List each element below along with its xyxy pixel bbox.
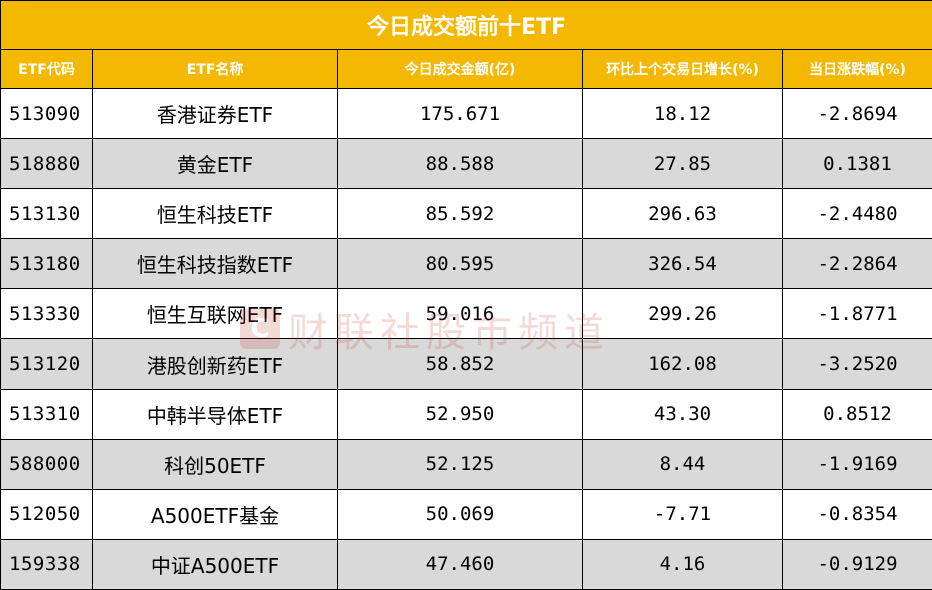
etf-name-cell: 恒生科技指数ETF (92, 238, 338, 290)
growth-cell: 43.30 (582, 388, 783, 440)
table-row: 513310 中韩半导体ETF 52.950 43.30 0.8512 (0, 388, 932, 440)
turnover-cell: 50.069 (337, 488, 583, 540)
etf-name-cell: 中韩半导体ETF (92, 388, 338, 440)
change-cell: -0.8354 (782, 488, 932, 540)
etf-code-cell: 588000 (0, 438, 93, 490)
etf-code-cell: 513130 (0, 188, 93, 240)
turnover-cell: 88.588 (337, 138, 583, 190)
growth-cell: 27.85 (582, 138, 783, 190)
change-cell: -0.9129 (782, 538, 932, 590)
header-growth: 环比上个交易日增长(%) (582, 49, 783, 89)
table-row: 512050 A500ETF基金 50.069 -7.71 -0.8354 (0, 488, 932, 540)
change-cell: -1.8771 (782, 288, 932, 340)
table-row: 513090 香港证券ETF 175.671 18.12 -2.8694 (0, 87, 932, 140)
etf-name-cell: 香港证券ETF (92, 87, 338, 140)
etf-name-cell: 黄金ETF (92, 138, 338, 190)
table-row: 513130 恒生科技ETF 85.592 296.63 -2.4480 (0, 188, 932, 240)
etf-code-cell: 512050 (0, 488, 93, 540)
etf-code-cell: 513310 (0, 388, 93, 440)
turnover-cell: 85.592 (337, 188, 583, 240)
change-cell: -1.9169 (782, 438, 932, 490)
change-cell: -3.2520 (782, 338, 932, 390)
table-row: 159338 中证A500ETF 47.460 4.16 -0.9129 (0, 538, 932, 590)
header-turnover: 今日成交金额(亿) (337, 49, 583, 89)
growth-cell: -7.71 (582, 488, 783, 540)
turnover-cell: 52.125 (337, 438, 583, 490)
header-etf-name: ETF名称 (92, 49, 338, 89)
etf-code-cell: 513180 (0, 238, 93, 290)
etf-code-cell: 513090 (0, 87, 93, 140)
change-cell: -2.2864 (782, 238, 932, 290)
table-row: 513330 恒生互联网ETF 59.016 299.26 -1.8771 (0, 288, 932, 340)
growth-cell: 162.08 (582, 338, 783, 390)
etf-name-cell: 恒生互联网ETF (92, 288, 338, 340)
turnover-cell: 175.671 (337, 87, 583, 140)
growth-cell: 299.26 (582, 288, 783, 340)
etf-name-cell: A500ETF基金 (92, 488, 338, 540)
etf-name-cell: 科创50ETF (92, 438, 338, 490)
growth-cell: 4.16 (582, 538, 783, 590)
growth-cell: 8.44 (582, 438, 783, 490)
etf-name-cell: 港股创新药ETF (92, 338, 338, 390)
turnover-cell: 52.950 (337, 388, 583, 440)
etf-code-cell: 518880 (0, 138, 93, 190)
turnover-cell: 59.016 (337, 288, 583, 340)
change-cell: -2.8694 (782, 87, 932, 140)
table-row: 518880 黄金ETF 88.588 27.85 0.1381 (0, 138, 932, 190)
growth-cell: 18.12 (582, 87, 783, 140)
etf-code-cell: 159338 (0, 538, 93, 590)
header-etf-code: ETF代码 (0, 49, 93, 89)
turnover-cell: 58.852 (337, 338, 583, 390)
turnover-cell: 80.595 (337, 238, 583, 290)
etf-name-cell: 中证A500ETF (92, 538, 338, 590)
change-cell: 0.8512 (782, 388, 932, 440)
table-row: 513120 港股创新药ETF 58.852 162.08 -3.2520 (0, 338, 932, 390)
column-header-row: ETF代码 ETF名称 今日成交金额(亿) 环比上个交易日增长(%) 当日涨跌幅… (0, 49, 932, 89)
table-row: 513180 恒生科技指数ETF 80.595 326.54 -2.2864 (0, 238, 932, 290)
change-cell: -2.4480 (782, 188, 932, 240)
etf-name-cell: 恒生科技ETF (92, 188, 338, 240)
growth-cell: 296.63 (582, 188, 783, 240)
growth-cell: 326.54 (582, 238, 783, 290)
header-change: 当日涨跌幅(%) (782, 49, 932, 89)
etf-code-cell: 513120 (0, 338, 93, 390)
table-row: 588000 科创50ETF 52.125 8.44 -1.9169 (0, 438, 932, 490)
etf-code-cell: 513330 (0, 288, 93, 340)
table-title: 今日成交额前十ETF (0, 0, 932, 50)
change-cell: 0.1381 (782, 138, 932, 190)
turnover-cell: 47.460 (337, 538, 583, 590)
